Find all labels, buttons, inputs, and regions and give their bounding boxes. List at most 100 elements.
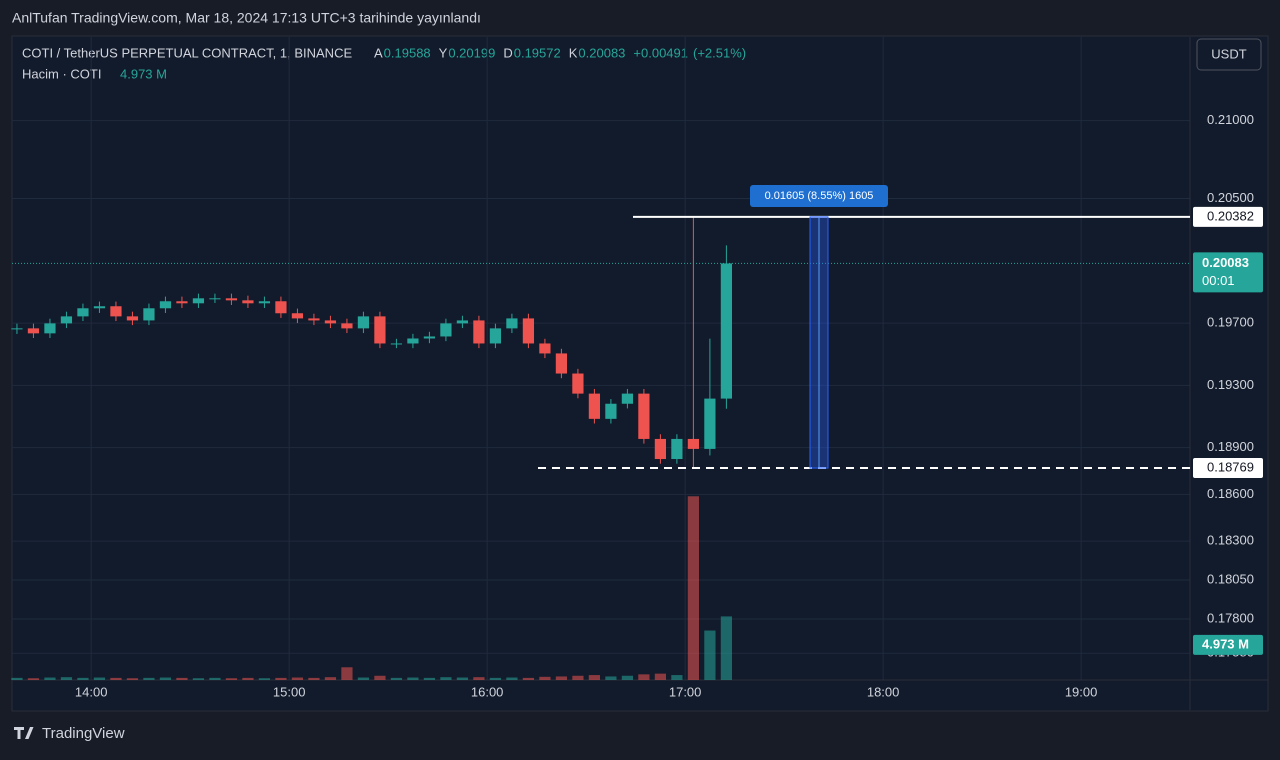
candle-body [489,328,502,344]
volume-bar [258,678,271,680]
candle-body [110,306,122,317]
volume-bar [621,675,634,680]
x-tick-label: 17:00 [669,684,702,699]
volume-bar [159,677,172,680]
candle-body [423,336,436,339]
legend-change: +0.00491 [633,45,688,60]
x-tick-label: 16:00 [471,684,504,699]
chart-panel [11,35,1269,712]
countdown-label: 00:01 [1202,273,1235,288]
candle-body [126,316,139,321]
legend-key: A [374,45,383,60]
x-tick-label: 15:00 [273,684,306,699]
volume-bar [209,677,221,680]
candle-body [27,328,40,334]
volume-bar [110,677,122,680]
branding: TradingView [14,725,125,742]
y-tick-label: 0.18050 [1207,571,1254,586]
logo [14,727,34,739]
candle-body [159,301,172,309]
volume-bar [555,676,568,680]
volume-bar [308,677,320,680]
candle-body [275,301,287,314]
volume-bar [275,677,287,680]
y-tick-label: 0.19700 [1207,315,1254,330]
legend-key: K [569,45,578,60]
candle-body [555,353,568,374]
volume-bar [522,677,535,680]
currency-button[interactable] [1196,38,1262,71]
measure-tooltip-text: 0.01605 (8.55%) 1605 [765,190,874,202]
volume-bar [489,677,502,680]
y-tick-label: 0.20500 [1207,190,1254,205]
y-tick-label: 0.18900 [1207,439,1254,454]
volume-bar [176,677,188,680]
volume-bar [687,496,700,680]
volume-bar [440,677,452,680]
candle-body [192,298,205,304]
candle-body [506,318,518,329]
candle-body [473,320,485,344]
y-tick-label: 0.18300 [1207,533,1254,548]
candle-body [258,301,271,304]
legend-key: D [503,45,512,60]
candle-body [341,323,353,329]
volume-bar [638,674,650,680]
candle-body [671,438,683,460]
volume-bar [473,677,485,680]
x-tick-label: 19:00 [1065,684,1098,699]
candle-body [390,343,403,345]
volume-bar [44,677,56,680]
brand-name: TradingView [42,725,125,742]
volume-bar [588,675,601,680]
legend-volume-name: Hacim · COTI [22,66,101,81]
volume-bar [572,675,584,680]
candle-body [308,318,320,321]
candle-body [209,298,221,300]
x-tick-label: 14:00 [75,684,108,699]
volume-bar [27,678,40,680]
candle-body [11,328,23,330]
candle-body [704,398,716,449]
volume-bar [93,677,106,680]
candle-body [93,306,106,309]
volume-bar [143,677,155,680]
candle-body [60,316,73,324]
candle-body [572,373,584,394]
currency-button-label[interactable]: USDT [1211,46,1246,61]
volume-bar [357,677,370,680]
price-tag [1193,458,1263,479]
candle-body [77,308,89,317]
candle-body [720,263,732,399]
volume-bar [605,676,617,680]
legend-value: 0.20083 [578,45,625,60]
y-tick-label: 0.18600 [1207,486,1254,501]
volume-bar [225,678,238,680]
last-price-tag [1193,252,1263,293]
candle-body [324,320,337,324]
candle-body [456,320,469,324]
last-price-label: 0.20083 [1202,255,1249,270]
legend-key: Y [439,45,448,60]
volume-bar [423,677,436,680]
price-tag [1193,206,1263,227]
candle-body [539,343,551,354]
price-tag-label: 0.20382 [1207,208,1254,223]
x-tick-label: 18:00 [867,684,900,699]
candle-body [522,318,535,344]
candle-body [44,323,56,334]
candle-body [588,393,601,419]
volume-bar [126,678,139,680]
volume-bar [192,678,205,680]
volume-bar [671,675,683,680]
volume-bar [704,630,716,680]
volume-tag-label: 4.973 M [1202,636,1249,651]
volume-bar [77,677,89,680]
volume-tag [1193,634,1263,655]
candle-body [654,438,667,460]
y-tick-label: 0.17800 [1207,610,1254,625]
candle-body [638,393,650,439]
candle-body [374,316,386,344]
